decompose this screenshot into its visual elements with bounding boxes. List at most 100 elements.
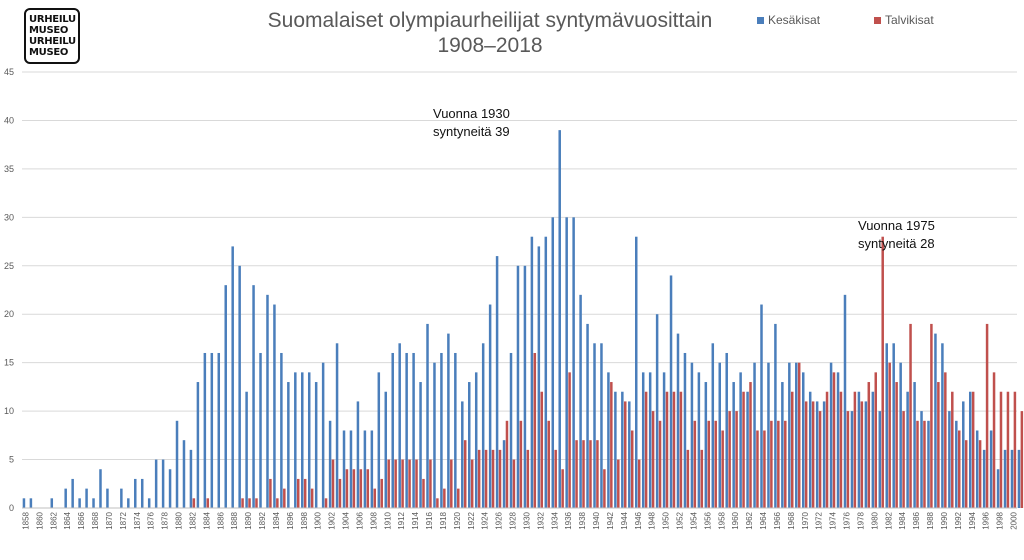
bar-kesakisat-1983	[892, 343, 895, 508]
x-tick-label-1876: 1876	[147, 511, 156, 529]
bar-talvikisat-1973	[825, 391, 829, 508]
bar-talvikisat-1965	[770, 420, 773, 508]
bar-kesakisat-1876	[147, 498, 151, 508]
bar-talvikisat-1950	[665, 391, 669, 508]
bar-kesakisat-1995	[975, 430, 979, 508]
bar-kesakisat-1921	[461, 401, 464, 508]
bar-talvikisat-1929	[519, 420, 523, 508]
bar-talvikisat-1981	[881, 236, 884, 508]
bar-talvikisat-1934	[554, 449, 557, 508]
bar-talvikisat-1943	[617, 459, 620, 508]
bar-kesakisat-1997	[989, 430, 993, 508]
bar-kesakisat-1972	[815, 401, 819, 508]
bar-talvikisat-1966	[777, 420, 780, 508]
bar-kesakisat-1879	[168, 469, 172, 508]
x-tick-label-1910: 1910	[383, 511, 392, 529]
bar-talvikisat-1956	[707, 420, 711, 508]
bar-talvikisat-1904	[345, 469, 349, 508]
bar-kesakisat-1930	[523, 265, 527, 508]
bar-talvikisat-1905	[352, 469, 356, 508]
bar-talvikisat-1960	[735, 411, 738, 508]
bar-talvikisat-2001	[1020, 411, 1024, 508]
bar-talvikisat-1989	[937, 382, 940, 508]
y-tick-label-35: 35	[4, 164, 14, 174]
x-tick-label-1866: 1866	[77, 511, 86, 529]
x-tick-label-1898: 1898	[300, 511, 309, 529]
bar-kesakisat-1893	[266, 294, 269, 508]
bar-kesakisat-1954	[690, 362, 694, 508]
x-tick-label-1904: 1904	[342, 511, 351, 529]
bar-kesakisat-1925	[488, 304, 492, 508]
bar-talvikisat-1919	[450, 459, 453, 508]
bar-kesakisat-1965	[767, 362, 770, 508]
bar-talvikisat-1984	[902, 411, 905, 508]
annotation-1975-line-2: syntyneitä 28	[858, 236, 935, 251]
bar-talvikisat-1997	[992, 372, 996, 508]
bar-talvikisat-1891	[255, 498, 258, 508]
bar-kesakisat-1887	[224, 285, 227, 508]
bar-talvikisat-1899	[310, 488, 314, 508]
bar-talvikisat-1916	[429, 459, 432, 508]
x-tick-label-1920: 1920	[453, 511, 462, 529]
bar-kesakisat-1880	[175, 420, 179, 508]
bar-kesakisat-2000	[1010, 449, 1014, 508]
bar-talvikisat-1933	[547, 420, 550, 508]
bar-kesakisat-2001	[1017, 449, 1021, 508]
bar-kesakisat-1935	[558, 130, 561, 508]
bar-kesakisat-1914	[412, 352, 415, 508]
x-tick-label-1902: 1902	[328, 511, 337, 529]
x-tick-label-1946: 1946	[634, 511, 643, 529]
bar-talvikisat-1993	[964, 440, 968, 508]
bar-talvikisat-1994	[971, 391, 975, 508]
bar-talvikisat-1957	[714, 420, 717, 508]
x-tick-label-1976: 1976	[843, 511, 852, 529]
bar-kesakisat-1912	[398, 343, 401, 508]
bar-kesakisat-1928	[509, 352, 513, 508]
x-tick-label-1934: 1934	[550, 511, 559, 529]
bar-kesakisat-1988	[927, 420, 930, 508]
chart-title-block: Suomalaiset olympiaurheilijat syntymävuo…	[250, 8, 730, 58]
bar-talvikisat-1945	[630, 430, 634, 508]
bar-kesakisat-1966	[774, 323, 777, 508]
bar-kesakisat-1896	[287, 382, 290, 508]
bar-talvikisat-1962	[749, 382, 752, 508]
x-tick-label-1964: 1964	[759, 511, 768, 529]
bar-talvikisat-2000	[1013, 391, 1017, 508]
bar-kesakisat-1977	[850, 411, 854, 508]
bar-kesakisat-1990	[941, 343, 944, 508]
bar-series	[22, 130, 1024, 508]
bar-kesakisat-1981	[878, 411, 882, 508]
bar-talvikisat-1894	[276, 498, 279, 508]
y-tick-label-30: 30	[4, 212, 14, 222]
bar-kesakisat-1900	[314, 382, 318, 508]
bar-kesakisat-1906	[356, 401, 360, 508]
bar-kesakisat-1976	[843, 294, 847, 508]
bar-kesakisat-1992	[955, 420, 958, 508]
x-tick-label-1922: 1922	[467, 511, 476, 529]
bar-talvikisat-1992	[958, 430, 961, 508]
x-tick-label-1888: 1888	[230, 511, 239, 529]
bar-kesakisat-1978	[857, 391, 861, 508]
bar-kesakisat-1874	[134, 478, 137, 508]
y-tick-label-5: 5	[9, 455, 14, 465]
chart-title: Suomalaiset olympiaurheilijat syntymävuo…	[267, 9, 713, 32]
bar-talvikisat-1921	[463, 440, 467, 508]
x-tick-label-1868: 1868	[91, 511, 100, 529]
bar-talvikisat-1901	[324, 498, 328, 508]
gridlines	[22, 71, 1017, 461]
bar-talvikisat-1987	[923, 420, 926, 508]
bar-kesakisat-1875	[140, 478, 144, 508]
bar-talvikisat-1926	[498, 449, 502, 508]
bar-talvikisat-1897	[296, 478, 300, 508]
logo-line-4: MUSEO	[29, 47, 69, 58]
bar-kesakisat-1979	[864, 401, 868, 508]
bar-kesakisat-1971	[808, 391, 812, 508]
bar-kesakisat-1901	[321, 362, 325, 508]
bar-talvikisat-1990	[944, 372, 947, 508]
bar-kesakisat-1916	[426, 323, 429, 508]
x-tick-label-1978: 1978	[856, 511, 865, 529]
x-tick-label-1912: 1912	[397, 511, 406, 529]
bar-talvikisat-1985	[909, 323, 912, 508]
bar-talvikisat-1977	[853, 391, 857, 508]
bar-talvikisat-1988	[930, 323, 933, 508]
